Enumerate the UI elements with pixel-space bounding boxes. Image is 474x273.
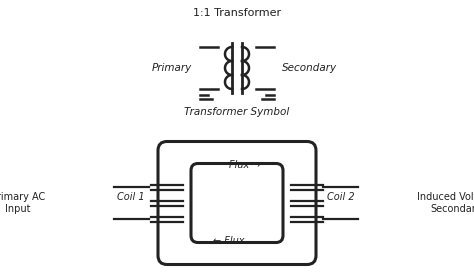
- Text: Induced Voltage
Secondary: Induced Voltage Secondary: [417, 192, 474, 214]
- Text: Coil 2: Coil 2: [327, 192, 355, 202]
- Text: Coil 1: Coil 1: [118, 192, 145, 202]
- Text: Transformer Symbol: Transformer Symbol: [184, 107, 290, 117]
- Text: Primary: Primary: [152, 63, 192, 73]
- FancyBboxPatch shape: [191, 164, 283, 242]
- Text: ← Flux: ← Flux: [213, 236, 245, 245]
- Text: 1:1 Transformer: 1:1 Transformer: [193, 8, 281, 18]
- FancyBboxPatch shape: [158, 141, 316, 265]
- Text: Flux →: Flux →: [229, 161, 261, 171]
- Text: Secondary: Secondary: [282, 63, 337, 73]
- Text: Primary AC
Input: Primary AC Input: [0, 192, 45, 214]
